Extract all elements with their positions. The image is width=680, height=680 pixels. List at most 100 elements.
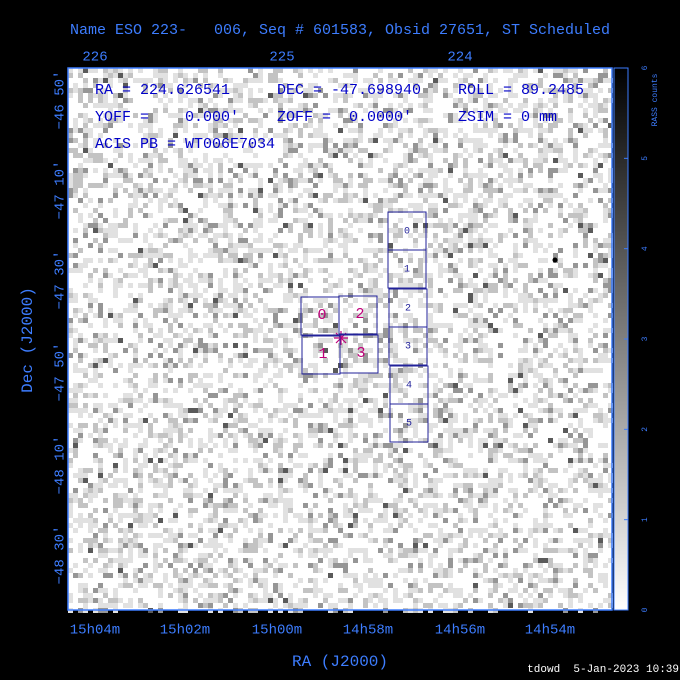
sky-pixel [423, 343, 428, 348]
sky-pixel [163, 403, 168, 408]
sky-pixel [88, 273, 93, 278]
sky-pixel [178, 298, 183, 303]
sky-pixel [363, 313, 368, 318]
sky-pixel [263, 308, 268, 313]
sky-pixel [503, 438, 508, 443]
sky-pixel [183, 118, 188, 123]
sky-pixel [73, 308, 78, 313]
sky-pixel [423, 418, 428, 423]
sky-pixel [253, 358, 258, 363]
sky-pixel [543, 258, 548, 263]
sky-pixel [178, 118, 183, 123]
sky-pixel [453, 383, 458, 388]
sky-pixel [203, 358, 208, 363]
sky-pixel [68, 88, 73, 93]
sky-pixel [418, 418, 423, 423]
sky-pixel [198, 563, 203, 568]
sky-pixel [98, 428, 103, 433]
sky-pixel [388, 443, 393, 448]
sky-pixel [113, 438, 118, 443]
sky-pixel [443, 398, 448, 403]
sky-pixel [443, 208, 448, 213]
sky-pixel [478, 438, 483, 443]
sky-pixel [488, 93, 493, 98]
sky-pixel [318, 343, 323, 348]
sky-pixel [113, 453, 118, 458]
sky-pixel [588, 368, 593, 373]
sky-pixel [278, 208, 283, 213]
sky-pixel [123, 223, 128, 228]
sky-pixel [173, 173, 178, 178]
sky-pixel [588, 298, 593, 303]
sky-pixel [258, 78, 263, 83]
sky-pixel [258, 533, 263, 538]
sky-pixel [473, 493, 478, 498]
sky-pixel [593, 223, 598, 228]
sky-pixel [128, 173, 133, 178]
sky-pixel [553, 268, 558, 273]
sky-pixel [378, 358, 383, 363]
sky-pixel [158, 88, 163, 93]
sky-pixel [483, 473, 488, 478]
sky-pixel [383, 293, 388, 298]
sky-pixel [163, 218, 168, 223]
sky-pixel [138, 293, 143, 298]
sky-pixel [353, 338, 358, 343]
sky-pixel [338, 443, 343, 448]
sky-pixel [183, 453, 188, 458]
sky-pixel [503, 193, 508, 198]
sky-pixel [363, 378, 368, 383]
sky-pixel [548, 493, 553, 498]
sky-pixel [153, 453, 158, 458]
sky-pixel [293, 273, 298, 278]
sky-pixel [553, 418, 558, 423]
sky-pixel [403, 518, 408, 523]
sky-pixel [273, 168, 278, 173]
sky-pixel [333, 433, 338, 438]
sky-pixel [408, 523, 413, 528]
sky-pixel [88, 133, 93, 138]
sky-pixel [398, 233, 403, 238]
sky-pixel [348, 523, 353, 528]
sky-pixel [133, 433, 138, 438]
sky-pixel [158, 258, 163, 263]
sky-pixel [433, 138, 438, 143]
sky-pixel [113, 168, 118, 173]
sky-pixel [193, 573, 198, 578]
sky-pixel [288, 223, 293, 228]
sky-pixel [583, 78, 588, 83]
sky-pixel [103, 413, 108, 418]
sky-pixel [118, 493, 123, 498]
sky-pixel [433, 388, 438, 393]
sky-pixel [608, 208, 613, 213]
sky-pixel [328, 223, 333, 228]
sky-pixel [268, 273, 273, 278]
sky-pixel [138, 553, 143, 558]
sky-pixel [83, 83, 88, 88]
sky-pixel [218, 413, 223, 418]
sky-pixel [308, 553, 313, 558]
sky-pixel [133, 468, 138, 473]
sky-pixel [313, 208, 318, 213]
sky-pixel [278, 448, 283, 453]
sky-pixel [568, 68, 573, 73]
sky-pixel [483, 493, 488, 498]
sky-pixel [123, 308, 128, 313]
sky-pixel [593, 418, 598, 423]
sky-pixel [98, 278, 103, 283]
sky-pixel [528, 218, 533, 223]
sky-pixel [458, 388, 463, 393]
sky-pixel [493, 213, 498, 218]
sky-pixel [98, 78, 103, 83]
sky-pixel [453, 548, 458, 553]
sky-pixel [533, 103, 538, 108]
sky-pixel [238, 548, 243, 553]
sky-pixel [288, 248, 293, 253]
sky-pixel [243, 558, 248, 563]
sky-pixel [323, 348, 328, 353]
sky-pixel [68, 463, 73, 468]
sky-pixel [563, 383, 568, 388]
sky-pixel [278, 488, 283, 493]
sky-pixel [548, 308, 553, 313]
sky-pixel [393, 253, 398, 258]
